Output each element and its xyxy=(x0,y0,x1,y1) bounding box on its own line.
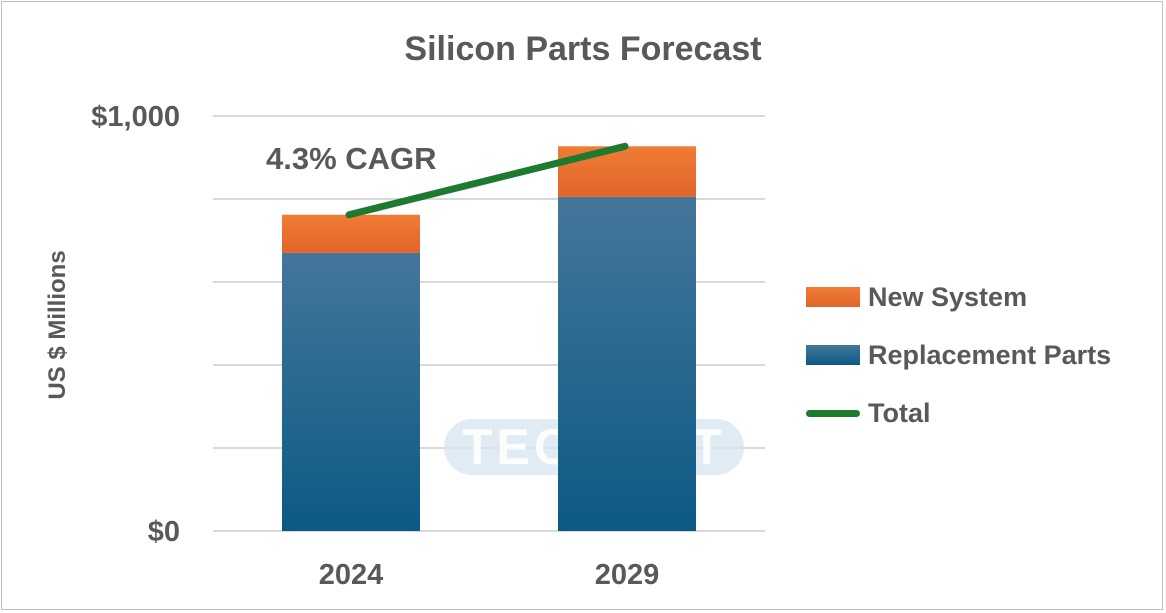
legend-item-replacement-parts: Replacement Parts xyxy=(806,326,1111,384)
x-tick-label-2029: 2029 xyxy=(595,559,660,591)
bar-new-system-2024 xyxy=(282,214,420,253)
legend-item-total: Total xyxy=(806,384,1111,442)
legend-swatch-total xyxy=(806,409,860,417)
legend-label-replacement-parts: Replacement Parts xyxy=(868,339,1112,370)
total-line xyxy=(345,142,629,219)
legend-label-new-system: New System xyxy=(868,281,1028,312)
chart-title: Silicon Parts Forecast xyxy=(404,30,762,68)
bar-new-system-2029 xyxy=(558,146,696,197)
legend-swatch-new-system xyxy=(806,287,860,307)
legend: New System Replacement Parts Total xyxy=(806,268,1111,442)
y-tick-label: $0 xyxy=(148,516,180,548)
bar-replacement-parts-2029 xyxy=(558,196,696,532)
x-tick-label-2024: 2024 xyxy=(319,559,384,591)
cagr-annotation: 4.3% CAGR xyxy=(266,141,437,176)
legend-item-new-system: New System xyxy=(806,268,1111,326)
bar-replacement-parts-2024 xyxy=(282,252,420,531)
y-tick-label: $1,000 xyxy=(91,101,180,133)
legend-swatch-replacement-parts xyxy=(806,345,860,365)
legend-label-total: Total xyxy=(868,397,931,428)
